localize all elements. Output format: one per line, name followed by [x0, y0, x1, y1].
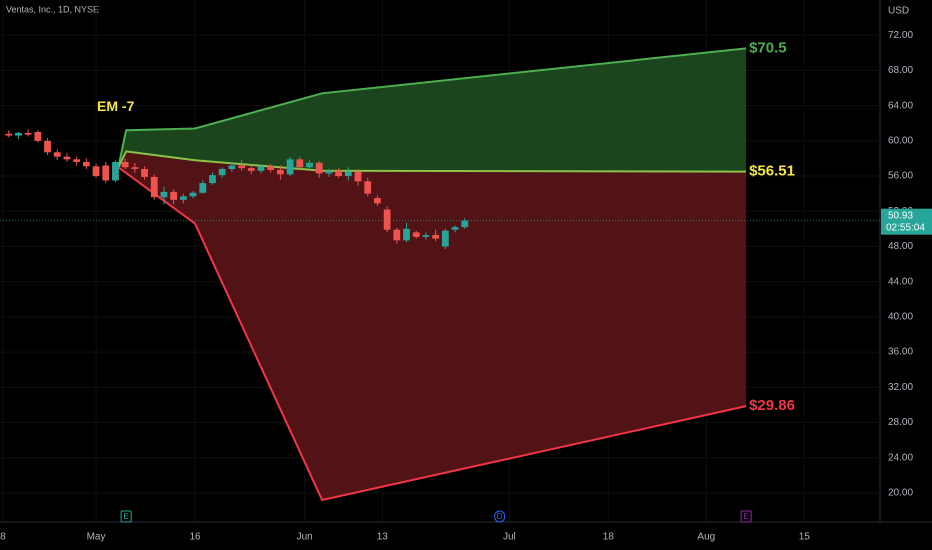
candle-body: [131, 167, 139, 170]
y-tick-label: 48.00: [888, 241, 913, 252]
candle-body: [335, 170, 343, 177]
candle-body: [267, 166, 275, 170]
event-marker: [120, 510, 132, 523]
candle-body: [82, 161, 90, 167]
x-tick-label: 15: [799, 532, 811, 543]
band-line: [117, 150, 747, 173]
x-tick-label: 13: [377, 532, 389, 543]
price-label: 50.93: [888, 210, 913, 221]
candle-body: [44, 140, 51, 153]
candle-body: [383, 209, 391, 230]
candle-body: [461, 220, 469, 228]
x-tick-label: 16: [189, 532, 201, 543]
y-tick-label: 44.00: [888, 276, 913, 287]
candle-body: [374, 198, 381, 204]
event-marker: [740, 510, 752, 523]
band-label: $70.5: [749, 39, 787, 56]
candle-body: [432, 235, 440, 239]
x-tick-label: 8: [0, 532, 6, 543]
price-box: [881, 208, 932, 235]
candle-body: [296, 159, 304, 168]
x-tick-label: Jul: [503, 532, 516, 543]
countdown: 02:55:04: [886, 222, 925, 233]
x-tick-label: Aug: [697, 532, 715, 543]
band-fill: [118, 48, 747, 172]
candle-body: [228, 165, 236, 170]
y-tick-label: 72.00: [888, 30, 913, 41]
y-tick-label: 24.00: [888, 452, 913, 463]
candle-body: [422, 235, 430, 237]
candle-body: [73, 159, 81, 162]
y-tick-label: 32.00: [888, 382, 913, 393]
candle-body: [325, 170, 333, 174]
y-tick-label: 20.00: [888, 488, 913, 499]
event-label: D: [497, 512, 503, 521]
band-fill: [118, 151, 747, 500]
candle-body: [92, 166, 100, 177]
y-tick-label: 36.00: [888, 347, 913, 358]
x-tick-label: 18: [603, 532, 615, 543]
y-tick-label: 68.00: [888, 65, 913, 76]
x-tick-label: May: [87, 532, 106, 543]
candle-body: [170, 191, 178, 200]
candle-body: [5, 133, 13, 136]
candle-body: [403, 228, 410, 241]
candle-body: [150, 176, 158, 198]
y-tick-label: 40.00: [888, 312, 913, 323]
y-tick-label: 28.00: [888, 417, 913, 428]
y-tick-label: 64.00: [888, 100, 913, 111]
event-label: E: [743, 512, 748, 521]
candle-body: [53, 152, 61, 157]
candle-body: [344, 171, 352, 177]
band-label: $29.86: [749, 397, 795, 414]
candle-body: [179, 196, 187, 200]
candle-body: [112, 161, 119, 181]
band-line: [117, 47, 747, 168]
candle-body: [141, 169, 148, 177]
candle-body: [189, 192, 197, 197]
x-tick-label: Jun: [297, 532, 313, 543]
band-label: $56.51: [749, 163, 795, 180]
candle-body: [412, 232, 420, 237]
candle-body: [354, 171, 362, 182]
annotation: EM -7: [97, 98, 135, 114]
candle-body: [63, 156, 71, 160]
event-label: E: [123, 512, 128, 521]
candle-body: [451, 227, 459, 230]
candle-body: [277, 169, 284, 175]
candle-body: [121, 161, 129, 168]
candle-body: [238, 165, 245, 169]
candle-body: [364, 181, 372, 194]
candle-body: [199, 183, 207, 193]
candle-body: [441, 230, 449, 247]
candle-body: [315, 162, 323, 174]
candle-body: [257, 166, 265, 171]
candle-body: [218, 169, 226, 176]
candle-body: [34, 132, 42, 141]
candle-body: [393, 229, 401, 241]
currency: USD: [888, 6, 909, 17]
symbol-header: Ventas, Inc., 1D, NYSE: [6, 4, 99, 14]
candle-body: [160, 191, 168, 198]
event-marker: [494, 510, 506, 523]
y-tick-label: 56.00: [888, 171, 913, 182]
y-tick-label: 60.00: [888, 135, 913, 146]
candle-body: [306, 162, 313, 168]
candle-body: [286, 159, 294, 175]
candle-body: [247, 168, 255, 171]
candle-body: [209, 175, 216, 184]
candle-body: [102, 165, 110, 181]
candle-body: [24, 132, 32, 135]
candle-body: [15, 132, 22, 136]
